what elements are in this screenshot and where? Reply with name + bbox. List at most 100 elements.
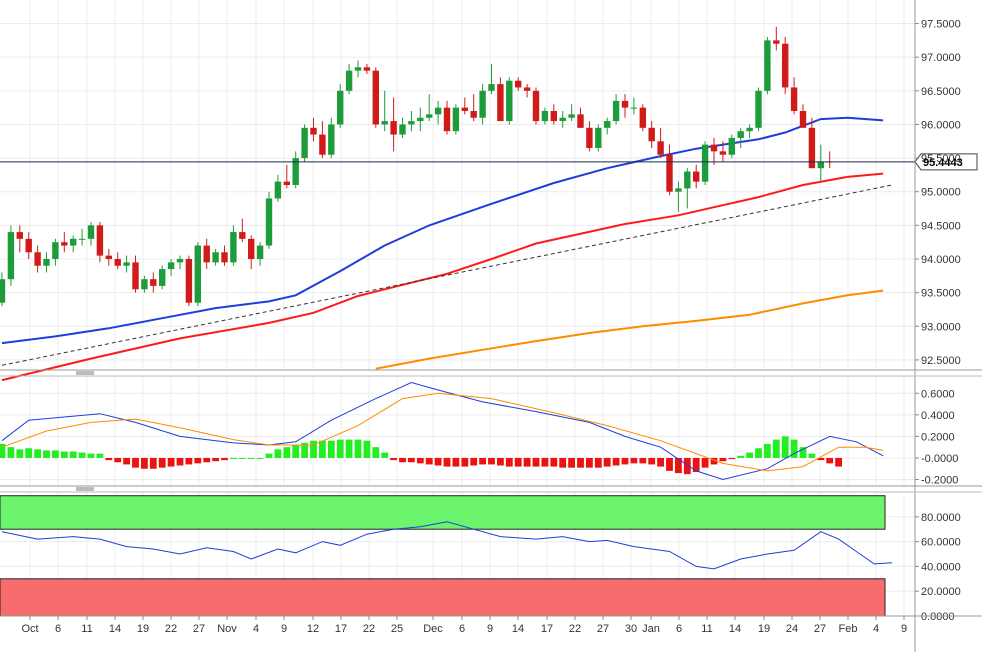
candle-body xyxy=(78,238,86,240)
candle-body xyxy=(399,124,406,135)
candle-body xyxy=(203,245,210,263)
candle-body xyxy=(719,151,727,155)
macd-histogram-bar xyxy=(96,453,104,458)
x-tick-label: Dec xyxy=(423,623,443,635)
candle-body xyxy=(256,245,264,259)
macd-histogram-bar xyxy=(835,457,842,467)
x-tick-label: 6 xyxy=(676,623,682,635)
macd-histogram-bar xyxy=(0,443,6,458)
candle-body xyxy=(630,107,638,109)
candle-body xyxy=(488,84,495,91)
candle-body xyxy=(239,232,246,239)
macd-histogram-bar xyxy=(648,457,656,465)
x-tick-label: 27 xyxy=(193,623,205,635)
macd-histogram-bar xyxy=(256,457,264,459)
x-tick-label: 9 xyxy=(487,623,493,635)
macd-histogram-bar xyxy=(559,457,567,468)
candle-body xyxy=(230,232,237,263)
macd-histogram-bar xyxy=(488,457,495,465)
macd-histogram-bar xyxy=(826,457,834,464)
macd-histogram-bar xyxy=(212,457,219,462)
rsi-y-tick-label: 60.0000 xyxy=(921,537,961,549)
candle-body xyxy=(648,127,655,142)
candle-body xyxy=(479,90,486,118)
candle-body xyxy=(701,144,709,182)
price-y-tick-label: 92.5000 xyxy=(921,355,961,367)
rsi-y-tick-label: 20.0000 xyxy=(921,586,961,598)
candle-body xyxy=(70,238,77,246)
candle-body xyxy=(550,111,557,122)
macd-histogram-bar xyxy=(452,457,460,467)
candle-body xyxy=(639,107,646,128)
candle-body xyxy=(185,259,193,303)
candle-body xyxy=(274,181,282,199)
candle-body xyxy=(541,111,549,122)
candle-body xyxy=(345,70,353,91)
candle-body xyxy=(568,114,575,118)
candle-body xyxy=(577,114,584,128)
candle-body xyxy=(167,262,175,270)
macd-histogram-bar xyxy=(345,439,353,458)
macd-y-tick-label: 0.6000 xyxy=(921,388,955,400)
macd-histogram-bar xyxy=(7,447,15,458)
macd-histogram-bar xyxy=(327,440,335,458)
macd-histogram-bar xyxy=(416,457,424,464)
macd-histogram-bar xyxy=(692,457,700,472)
rsi-line xyxy=(1,521,893,570)
candle-body xyxy=(737,131,744,138)
price-y-tick-label: 95.5000 xyxy=(921,153,961,165)
macd-histogram-bar xyxy=(319,440,326,458)
candle-body xyxy=(452,107,460,132)
macd-histogram-bar xyxy=(149,457,157,469)
candle-body xyxy=(586,127,593,148)
x-tick-label: Nov xyxy=(217,623,237,635)
macd-histogram-bar xyxy=(247,457,255,459)
candle-body xyxy=(559,117,566,122)
macd-histogram-bar xyxy=(434,457,442,466)
candle-body xyxy=(595,127,602,148)
macd-histogram-bar xyxy=(238,457,246,459)
x-tick-label: 19 xyxy=(137,623,149,635)
candle-body xyxy=(150,279,157,286)
macd-line xyxy=(1,392,884,472)
macd-histogram-bar xyxy=(158,457,166,468)
price-y-tick-label: 93.0000 xyxy=(921,321,961,333)
moving-average-line xyxy=(375,289,884,370)
macd-histogram-bar xyxy=(790,439,798,458)
macd-histogram-bar xyxy=(274,449,282,458)
candle-body xyxy=(248,238,255,259)
macd-histogram-bar xyxy=(808,453,816,458)
macd-histogram-bar xyxy=(43,450,50,458)
candle-body xyxy=(434,107,442,115)
macd-histogram-bar xyxy=(541,457,549,467)
macd-histogram-bar xyxy=(497,457,504,466)
macd-histogram-bar xyxy=(621,457,629,465)
candle-body xyxy=(265,198,273,246)
macd-histogram-bar xyxy=(514,457,522,467)
macd-histogram-bar xyxy=(203,457,211,463)
candle-body xyxy=(310,127,317,135)
macd-histogram-bar xyxy=(310,440,317,458)
macd-histogram-bar xyxy=(185,457,193,465)
macd-histogram-bar xyxy=(701,457,709,468)
x-tick-label: 22 xyxy=(569,623,581,635)
candle-body xyxy=(604,121,611,128)
rsi-panel xyxy=(0,495,893,617)
rsi-y-tick-label: 40.0000 xyxy=(921,561,961,573)
candle-body xyxy=(657,141,664,155)
price-y-tick-label: 97.0000 xyxy=(921,52,961,64)
candle-body xyxy=(123,262,130,266)
candle-body xyxy=(176,259,184,263)
candle-body xyxy=(114,259,121,266)
last-price-label: 95.4443 xyxy=(923,157,963,169)
candle-body xyxy=(417,117,424,122)
macd-histogram-bar xyxy=(176,457,184,466)
candle-body xyxy=(515,80,522,88)
x-tick-label: 9 xyxy=(901,623,907,635)
x-tick-label: 14 xyxy=(109,623,121,635)
candle-body xyxy=(746,127,753,132)
macd-histogram-bar xyxy=(470,457,478,466)
macd-histogram-bar xyxy=(16,449,24,458)
macd-histogram-bar xyxy=(719,457,727,462)
x-tick-label: 27 xyxy=(597,623,609,635)
